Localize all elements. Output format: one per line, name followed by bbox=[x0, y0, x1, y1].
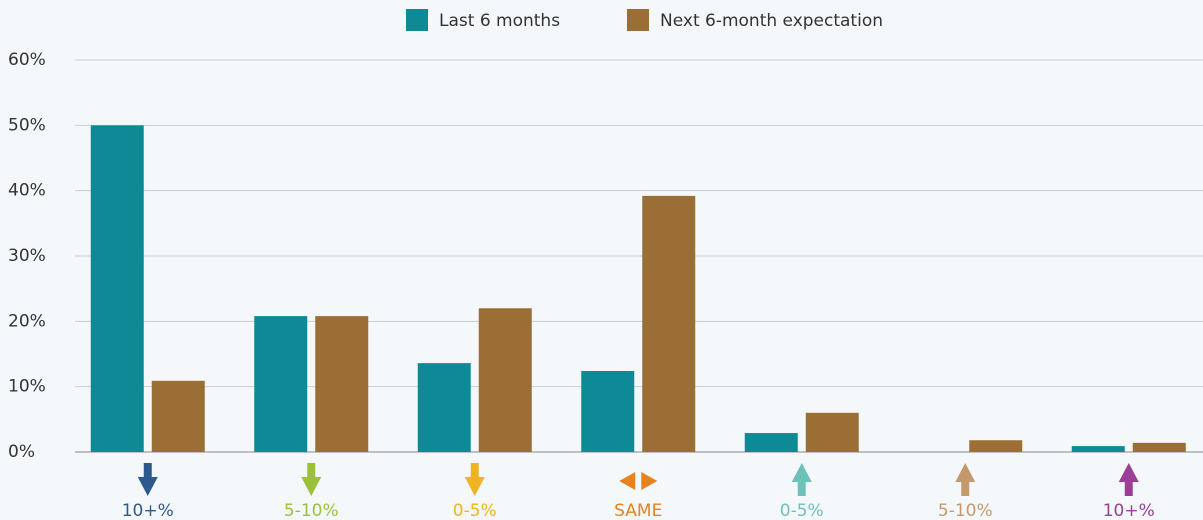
y-tick-label: 40% bbox=[8, 181, 46, 201]
bar bbox=[254, 316, 308, 452]
category-arrow bbox=[641, 472, 658, 490]
legend-label: Last 6 months bbox=[439, 11, 560, 31]
bar bbox=[315, 316, 369, 452]
bar bbox=[1132, 442, 1186, 452]
bar bbox=[151, 380, 205, 452]
legend-label: Next 6-month expectation bbox=[660, 11, 883, 31]
y-tick-label: 0% bbox=[8, 442, 35, 462]
y-tick-label: 30% bbox=[8, 246, 46, 266]
category-arrow bbox=[955, 463, 976, 496]
bar bbox=[478, 308, 532, 452]
x-tick-label: 0-5% bbox=[780, 501, 824, 520]
category-arrow bbox=[791, 463, 812, 496]
bar bbox=[90, 125, 144, 452]
y-tick-label: 20% bbox=[8, 311, 46, 331]
category-arrow bbox=[1118, 463, 1139, 496]
y-tick-label: 10% bbox=[8, 377, 46, 397]
bar bbox=[1071, 446, 1125, 452]
category-arrow bbox=[137, 463, 158, 496]
bar bbox=[417, 363, 471, 452]
category-arrow bbox=[619, 472, 636, 490]
x-tick-label: 5-10% bbox=[284, 501, 339, 520]
bar bbox=[744, 433, 798, 452]
x-tick-label: 10+% bbox=[122, 501, 174, 520]
x-tick-label: SAME bbox=[614, 501, 662, 520]
bar bbox=[805, 412, 859, 452]
legend-swatch bbox=[406, 9, 428, 31]
bar bbox=[969, 440, 1023, 452]
y-tick-label: 60% bbox=[8, 50, 46, 70]
legend-swatch bbox=[627, 9, 649, 31]
category-arrow bbox=[301, 463, 322, 496]
x-tick-label: 10+% bbox=[1103, 501, 1155, 520]
bar bbox=[581, 370, 635, 452]
category-arrow bbox=[464, 463, 485, 496]
x-tick-label: 0-5% bbox=[453, 501, 497, 520]
y-tick-label: 50% bbox=[8, 115, 46, 135]
x-tick-label: 5-10% bbox=[938, 501, 993, 520]
bar bbox=[642, 195, 696, 453]
